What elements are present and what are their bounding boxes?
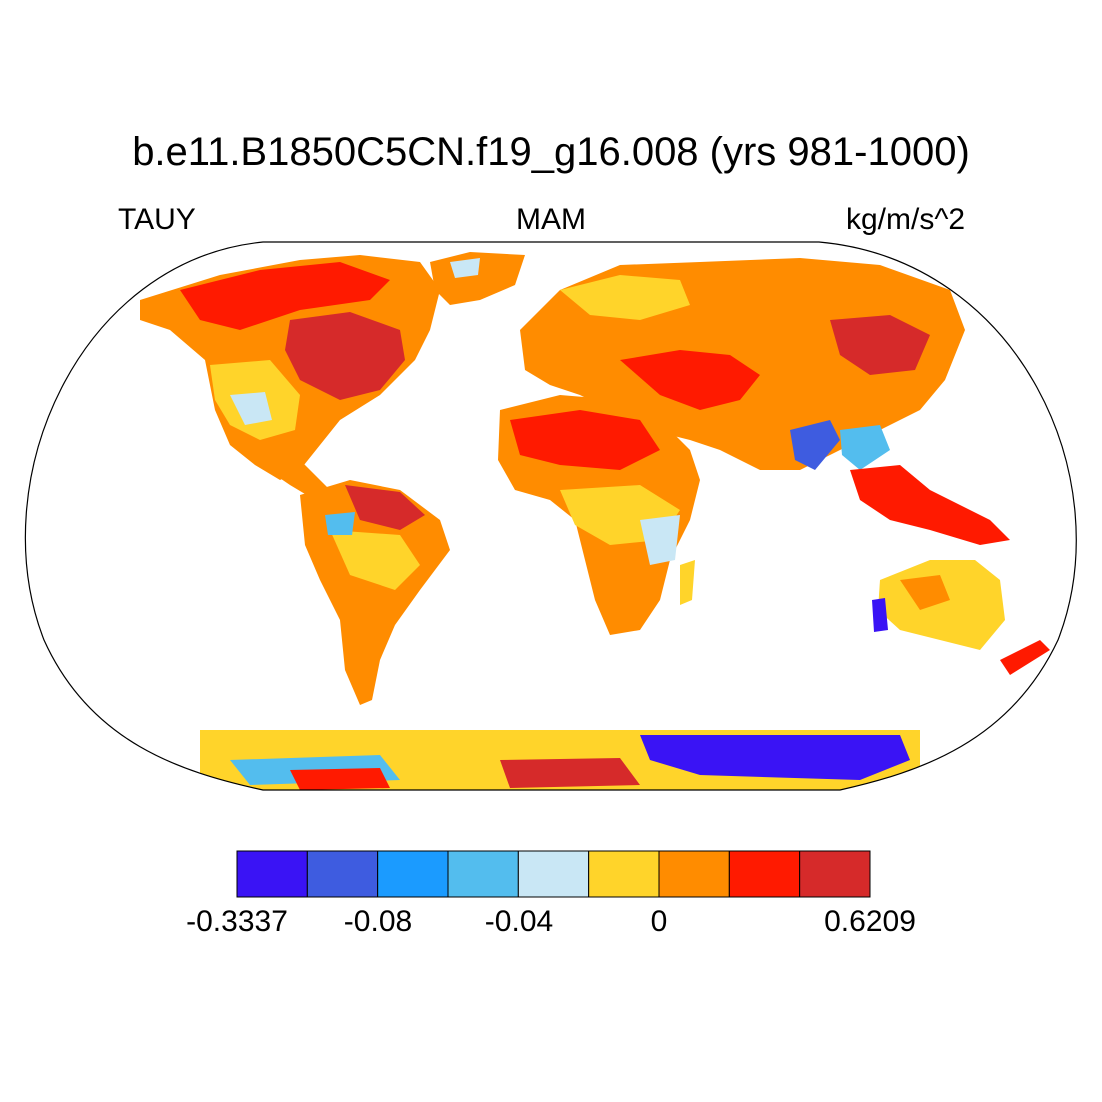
land-field xyxy=(140,252,1050,790)
colorbar-swatch xyxy=(306,850,379,898)
region-antarctica-darkred xyxy=(500,758,640,788)
region-greenland-blue xyxy=(450,258,480,278)
colorbar-swatch xyxy=(236,850,308,898)
colorbar-swatch xyxy=(447,850,519,898)
units-label: kg/m/s^2 xyxy=(846,203,966,236)
colorbar-swatch xyxy=(728,850,801,898)
region-central-america xyxy=(260,455,335,500)
season-label: MAM xyxy=(516,203,586,236)
region-sa-darkred xyxy=(345,485,425,530)
colorbar-swatch xyxy=(377,850,449,898)
region-antarctica-red xyxy=(290,768,390,790)
region-madagascar xyxy=(680,560,695,605)
region-africa-red xyxy=(510,410,660,470)
region-eurasia-red xyxy=(620,350,760,410)
region-na-lightblue xyxy=(230,392,272,425)
colorbar-swatch xyxy=(658,850,730,898)
colorbar-swatch xyxy=(799,850,871,898)
colorbar-swatch xyxy=(588,850,660,898)
region-na-red xyxy=(180,262,390,330)
region-australia-blue xyxy=(872,598,888,632)
region-antarctica-blue xyxy=(640,735,910,780)
colorbar-swatch xyxy=(517,850,590,898)
colorbar xyxy=(236,850,871,898)
region-se-asia xyxy=(850,465,1010,545)
region-eurasia-darkred xyxy=(830,315,930,375)
colorbar-label: -0.08 xyxy=(343,905,413,938)
region-new-zealand xyxy=(1000,640,1050,675)
region-africa-lightblue xyxy=(640,515,680,565)
plot-title: b.e11.B1850C5CN.f19_g16.008 (yrs 981-100… xyxy=(132,130,970,174)
region-eurasia-yellow xyxy=(560,275,690,320)
variable-label: TAUY xyxy=(118,203,196,236)
region-asia-blue xyxy=(790,420,840,470)
region-sa-yellow xyxy=(330,530,420,590)
region-sa-blue xyxy=(325,512,355,535)
colorbar-label: -0.3337 xyxy=(186,905,288,938)
region-australia-orange xyxy=(900,575,950,610)
map-border xyxy=(24,241,1077,791)
region-asia-lightblue xyxy=(840,425,890,470)
colorbar-label: 0 xyxy=(650,905,668,938)
colorbar-label: -0.04 xyxy=(484,905,554,938)
region-australia xyxy=(878,560,1005,650)
region-na-darkred xyxy=(285,312,405,400)
colorbar-label: 0.6209 xyxy=(824,905,916,938)
